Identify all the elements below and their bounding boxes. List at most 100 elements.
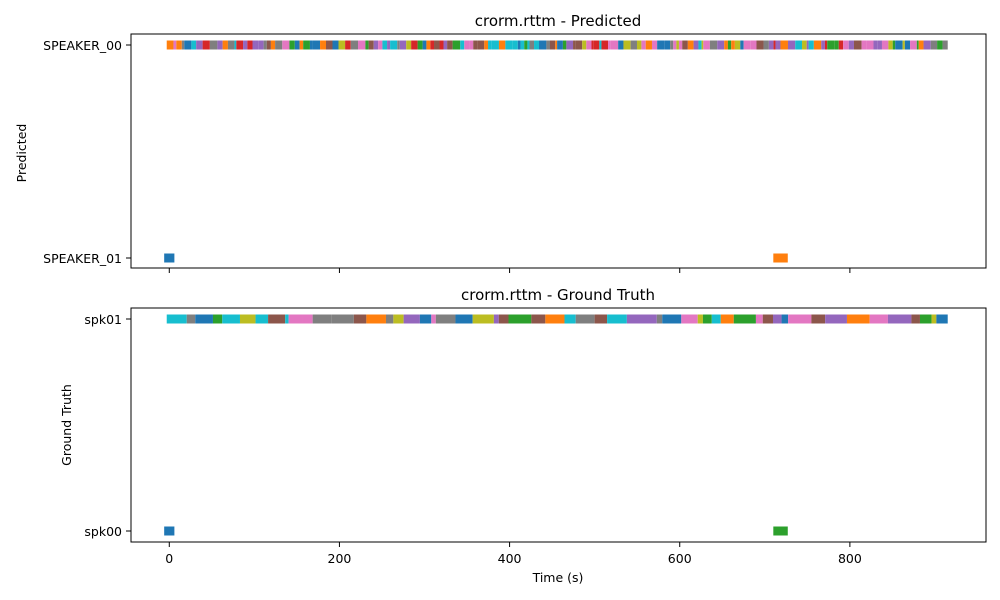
predicted-segment-stripe xyxy=(534,40,540,50)
ground-truth-segment-stripe xyxy=(755,314,763,324)
predicted-segment-stripe xyxy=(698,40,702,50)
predicted-segment-stripe xyxy=(390,40,398,50)
predicted-segment-stripe xyxy=(202,40,210,50)
ground-truth-segment-stripe xyxy=(353,314,367,324)
predicted-segment-stripe xyxy=(460,40,465,50)
predicted-segment-stripe xyxy=(247,40,253,50)
predicted-segment-stripe xyxy=(930,40,938,50)
predicted-segment-stripe xyxy=(821,40,825,50)
ground-truth-segment-stripe xyxy=(268,314,286,324)
predicted-segment-stripe xyxy=(670,40,674,50)
predicted-segment-stripe xyxy=(222,40,228,50)
predicted-segment-stripe xyxy=(473,40,478,50)
predicted-ytick-label-speaker-00: SPEAKER_00 xyxy=(43,38,122,53)
predicted-segment-stripe xyxy=(573,40,576,50)
predicted-segment-stripe xyxy=(382,40,388,50)
predicted-segment-stripe xyxy=(345,40,351,50)
ground-truth-segment-stripe xyxy=(288,314,303,324)
predicted-segment-stripe xyxy=(488,40,492,50)
predicted-segment-stripe xyxy=(873,40,878,50)
predicted-segment-stripe xyxy=(608,40,611,50)
predicted-marks xyxy=(164,40,948,263)
ground-truth-segment-stripe xyxy=(575,314,595,324)
predicted-segment-stripe xyxy=(834,40,839,50)
predicted-segment-stripe xyxy=(827,40,835,50)
predicted-segment-stripe xyxy=(657,40,665,50)
predicted-segment-stripe xyxy=(575,40,583,50)
predicted-segment-stripe xyxy=(824,40,828,50)
predicted-segment-stripe xyxy=(309,40,313,50)
predicted-segment-stripe xyxy=(910,40,917,50)
predicted-segment-stripe xyxy=(484,40,489,50)
predicted-segment-stripe xyxy=(731,40,735,50)
predicted-segment-stripe xyxy=(320,40,326,50)
predicted-segment-stripe xyxy=(303,40,310,50)
ground-truth-panel: crorm.rttm - Ground Truth 0 200 400 600 800 … xyxy=(59,286,987,585)
predicted-segment-stripe xyxy=(610,40,619,50)
ground-truth-segment-stripe xyxy=(255,314,269,324)
ground-truth-segment-stripe xyxy=(498,314,509,324)
ground-truth-segment-stripe xyxy=(222,314,240,324)
predicted-segment-stripe xyxy=(255,40,259,50)
predicted-segment-stripe xyxy=(498,40,506,50)
ground-truth-segment-stripe xyxy=(366,314,386,324)
predicted-segment-stripe xyxy=(397,40,400,50)
predicted-segment-stripe xyxy=(350,40,359,50)
ground-truth-segment-spk00 xyxy=(773,526,788,536)
ground-truth-segment-stripe xyxy=(697,314,703,324)
predicted-segment-stripe xyxy=(808,40,814,50)
predicted-segment-stripe xyxy=(358,40,366,50)
predicted-segment-stripe xyxy=(593,40,600,50)
predicted-segment-stripe xyxy=(795,40,803,50)
predicted-segment-stripe xyxy=(724,40,728,50)
predicted-segment-stripe xyxy=(664,40,671,50)
ground-truth-segment-stripe xyxy=(455,314,473,324)
predicted-panel: crorm.rttm - Predicted SPEAKER_00 SPEAKE… xyxy=(14,12,987,273)
ground-truth-ytick-label-spk01: spk01 xyxy=(84,312,122,327)
predicted-segment-stripe xyxy=(775,40,778,50)
ground-truth-segment-stripe xyxy=(285,314,289,324)
predicted-segment-stripe xyxy=(848,40,854,50)
predicted-segment-speaker-01 xyxy=(773,253,788,263)
predicted-segment-stripe xyxy=(618,40,624,50)
predicted-segment-stripe xyxy=(916,40,919,50)
ground-truth-ytick-label-spk00: spk00 xyxy=(84,524,122,539)
predicted-segment-stripe xyxy=(243,40,248,50)
predicted-segment-stripe xyxy=(411,40,418,50)
ground-truth-segment-stripe xyxy=(403,314,420,324)
predicted-segment-stripe xyxy=(434,40,440,50)
predicted-segment-stripe xyxy=(740,40,744,50)
predicted-segment-stripe xyxy=(520,40,525,50)
predicted-segment-stripe xyxy=(312,40,321,50)
predicted-segment-stripe xyxy=(555,40,558,50)
predicted-segment-stripe xyxy=(777,40,781,50)
predicted-segment-stripe xyxy=(378,40,383,50)
ground-truth-plot-frame xyxy=(130,307,987,543)
predicted-segment-stripe xyxy=(636,40,642,50)
predicted-segment-speaker-01 xyxy=(164,253,175,263)
predicted-segment-stripe xyxy=(399,40,407,50)
ground-truth-xtick-label: 200 xyxy=(328,551,352,566)
ground-truth-segment-stripe xyxy=(720,314,734,324)
ground-truth-segment-spk00 xyxy=(164,526,175,536)
predicted-segment-stripe xyxy=(750,40,757,50)
predicted-segment-stripe xyxy=(270,40,276,50)
predicted-segment-stripe xyxy=(623,40,631,50)
ground-truth-segment-stripe xyxy=(656,314,663,324)
predicted-segment-stripe xyxy=(601,40,609,50)
ground-truth-segment-stripe xyxy=(869,314,888,324)
ground-truth-title: crorm.rttm - Ground Truth xyxy=(461,286,655,304)
ground-truth-segment-stripe xyxy=(331,314,354,324)
ground-truth-segment-stripe xyxy=(662,314,682,324)
predicted-segment-stripe xyxy=(566,40,574,50)
predicted-segment-stripe xyxy=(806,40,809,50)
ground-truth-segment-stripe xyxy=(919,314,932,324)
predicted-segment-stripe xyxy=(630,40,637,50)
predicted-segment-stripe xyxy=(651,40,658,50)
ground-truth-segment-stripe xyxy=(825,314,847,324)
predicted-y-axis: SPEAKER_00 SPEAKER_01 xyxy=(43,38,131,266)
predicted-segment-stripe xyxy=(861,40,867,50)
predicted-segment-stripe xyxy=(527,40,530,50)
predicted-segment-stripe xyxy=(727,40,732,50)
